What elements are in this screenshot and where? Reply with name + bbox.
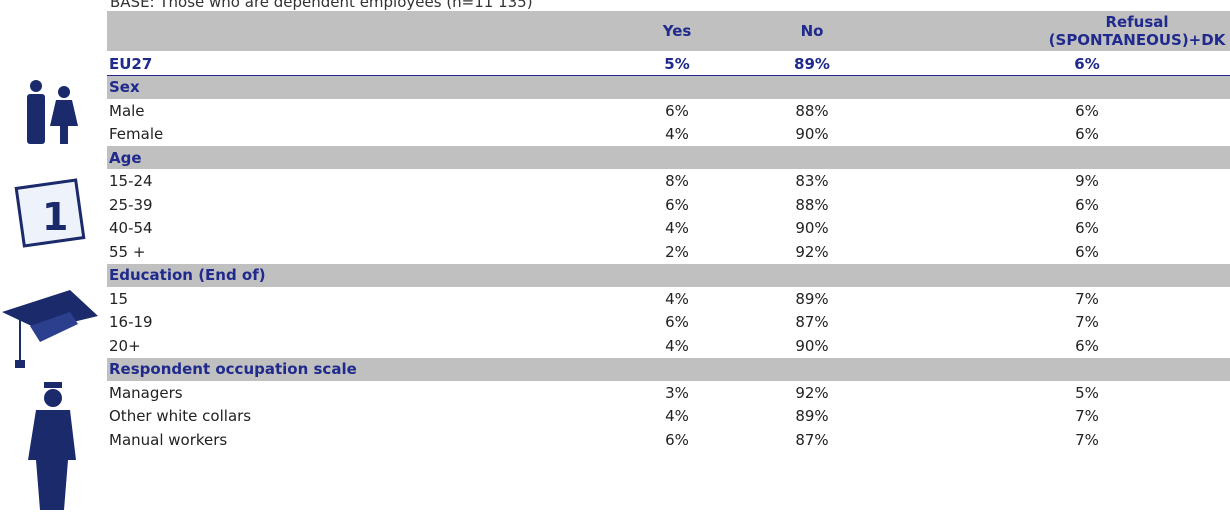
data-row: Manual workers 6% 87% 7% xyxy=(107,428,1230,451)
data-row: 55 + 2% 92% 6% xyxy=(107,240,1230,263)
cell-value: 6% xyxy=(1075,336,1099,355)
row-label: 55 + xyxy=(109,242,146,261)
people-icon xyxy=(27,80,78,144)
row-label: Other white collars xyxy=(109,407,252,425)
cell-value: 87% xyxy=(795,313,829,331)
cell-value: 4% xyxy=(665,125,689,143)
cell-value: 4% xyxy=(665,219,689,237)
row-label: 25-39 xyxy=(109,195,153,214)
cell-value: 83% xyxy=(795,172,829,190)
cell-value: 88% xyxy=(795,101,829,120)
cell-value: 6% xyxy=(1075,101,1099,120)
row-label: Managers xyxy=(109,383,183,402)
data-row: 20+ 4% 90% 6% xyxy=(107,334,1230,357)
row-label: Female xyxy=(109,125,164,143)
cell-value: 6% xyxy=(1075,195,1099,214)
cell-value: 6% xyxy=(1074,54,1100,73)
cell-value: 89% xyxy=(795,289,829,308)
cell-value: 7% xyxy=(1075,407,1099,425)
column-header: Yes xyxy=(662,22,692,40)
cell-value: 4% xyxy=(665,407,689,425)
cell-value: 92% xyxy=(795,242,829,261)
cell-value: 87% xyxy=(795,430,829,449)
cell-value: 8% xyxy=(665,172,689,190)
cell-value: 5% xyxy=(1075,383,1099,402)
graduation-icon xyxy=(2,290,98,368)
row-label: Respondent occupation scale xyxy=(109,360,357,378)
cell-value: 6% xyxy=(665,313,689,331)
header-row: Yes No Refusal (SPONTANEOUS)+DK xyxy=(107,11,1230,51)
base-note: BASE: Those who are dependent employees … xyxy=(110,0,533,11)
cell-value: 6% xyxy=(665,195,689,214)
cell-value: 89% xyxy=(795,407,829,425)
group-header: Respondent occupation scale xyxy=(107,357,1230,381)
cell-value: 6% xyxy=(1075,242,1099,261)
total-row: EU27 5% 89% 6% xyxy=(107,52,1230,76)
cell-value: 7% xyxy=(1075,289,1099,308)
cell-value: 92% xyxy=(795,383,829,402)
row-label: 20+ xyxy=(109,336,141,355)
manager-icon xyxy=(28,382,76,510)
cell-value: 6% xyxy=(665,101,689,120)
row-label: Manual workers xyxy=(109,430,228,449)
data-row: 16-19 6% 87% 7% xyxy=(107,311,1230,334)
cell-value: 6% xyxy=(665,430,689,449)
cell-value: 90% xyxy=(795,219,829,237)
row-label: EU27 xyxy=(109,54,153,73)
cell-value: 7% xyxy=(1075,313,1099,331)
data-row: Managers 3% 92% 5% xyxy=(107,381,1230,404)
group-header: Education (End of) xyxy=(107,263,1230,287)
calendar-icon: 1 xyxy=(14,178,86,248)
svg-text:1: 1 xyxy=(42,195,68,239)
row-label: 15-24 xyxy=(109,172,153,190)
data-row: 15-24 8% 83% 9% xyxy=(107,170,1230,193)
column-header: Refusal (SPONTANEOUS)+DK xyxy=(1048,13,1226,49)
group-header: Sex xyxy=(107,75,1230,99)
row-label: 16-19 xyxy=(109,313,153,331)
row-label: Education (End of) xyxy=(109,266,266,284)
cell-value: 89% xyxy=(794,54,830,73)
cell-value: 4% xyxy=(665,336,689,355)
data-row: 25-39 6% 88% 6% xyxy=(107,193,1230,216)
cell-value: 6% xyxy=(1075,125,1099,143)
row-label: 40-54 xyxy=(109,219,153,237)
group-header: Age xyxy=(107,146,1230,169)
data-row: Other white collars 4% 89% 7% xyxy=(107,405,1230,428)
data-row: 15 4% 89% 7% xyxy=(107,287,1230,310)
cell-value: 4% xyxy=(665,289,689,308)
cell-value: 2% xyxy=(665,242,689,261)
cell-value: 9% xyxy=(1075,172,1099,190)
data-row: Male 6% 88% 6% xyxy=(107,99,1230,122)
cell-value: 3% xyxy=(665,383,689,402)
row-label: Age xyxy=(109,148,142,167)
data-row: Female 4% 90% 6% xyxy=(107,123,1230,146)
row-label: 15 xyxy=(109,289,129,308)
cell-value: 6% xyxy=(1075,219,1099,237)
cell-value: 7% xyxy=(1075,430,1099,449)
data-row: 40-54 4% 90% 6% xyxy=(107,217,1230,240)
column-header: No xyxy=(800,22,824,40)
cell-value: 5% xyxy=(664,54,690,73)
cell-value: 90% xyxy=(795,336,829,355)
row-label: Sex xyxy=(109,78,140,96)
row-label: Male xyxy=(109,101,145,120)
cell-value: 88% xyxy=(795,195,829,214)
cell-value: 90% xyxy=(795,125,829,143)
